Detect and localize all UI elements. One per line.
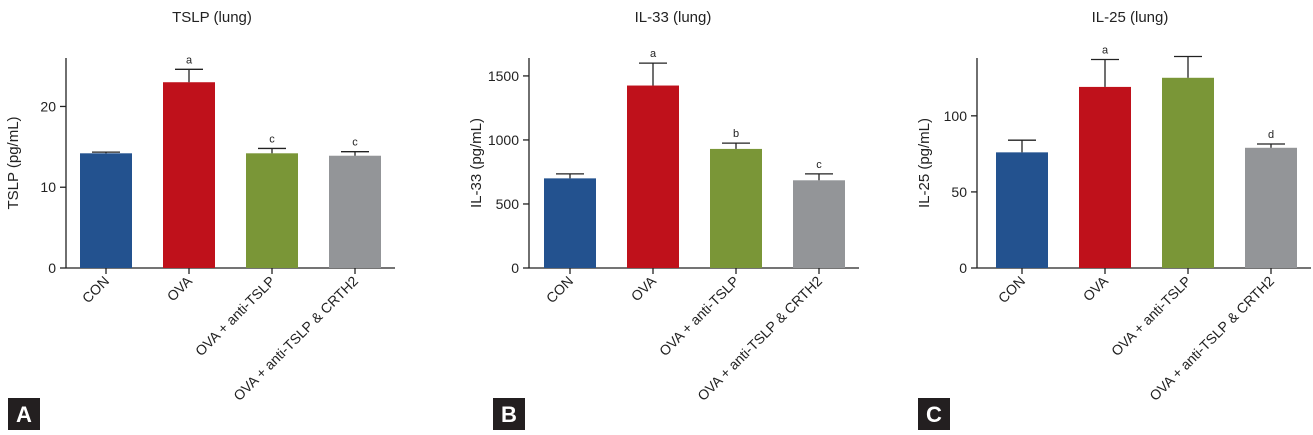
chart-panel-c: IL-25 (lung) IL-25 (pg/mL) 0 50 100 CON a OVAOV…: [916, 9, 1311, 430]
significance-label: c: [816, 159, 822, 171]
significance-label: c: [269, 133, 275, 145]
chart-title: TSLP (lung): [172, 9, 252, 26]
significance-label: a: [650, 48, 657, 60]
bar: [329, 155, 381, 268]
y-tick-label: 0: [48, 260, 56, 276]
x-tick-label: OVA: [164, 272, 196, 304]
x-tick-label: OVA: [1080, 272, 1112, 304]
chart-panel-a: TSLP (lung) TSLP (pg/mL) 0 10 20 CON a OVA c OVA …: [5, 9, 395, 430]
y-tick-label: 0: [959, 260, 967, 276]
bar: [246, 153, 298, 268]
y-tick-label: 100: [944, 108, 968, 124]
significance-label: b: [733, 128, 739, 140]
significance-label: c: [352, 137, 358, 149]
bar: [793, 180, 845, 268]
bar: [710, 148, 762, 268]
bar: [163, 82, 215, 268]
bar: [80, 153, 132, 268]
x-tick-label: CON: [543, 273, 576, 306]
bar: [1079, 86, 1131, 268]
bar: [544, 178, 596, 268]
bar: [996, 152, 1048, 268]
x-tick-label: CON: [995, 273, 1028, 306]
chart-title: IL-33 (lung): [635, 9, 712, 26]
y-axis-label: TSLP (pg/mL): [5, 116, 22, 209]
panel-letter: A: [16, 402, 32, 427]
y-tick-label: 1500: [488, 68, 519, 84]
x-tick-label: OVA + anti-TSLP: [656, 273, 742, 359]
bar: [1162, 77, 1214, 268]
y-tick-label: 50: [951, 184, 967, 200]
significance-label: a: [186, 54, 193, 66]
panel-letter-box: [8, 398, 40, 430]
panel-letter-box: [918, 398, 950, 430]
y-tick-label: 0: [511, 260, 519, 276]
panel-letter: B: [501, 402, 517, 427]
y-axis-label: IL-33 (pg/mL): [468, 118, 485, 208]
y-tick-label: 20: [40, 98, 56, 114]
significance-label: d: [1268, 129, 1274, 141]
panel-letter-box: [493, 398, 525, 430]
y-tick-label: 1000: [488, 132, 519, 148]
chart-title: IL-25 (lung): [1092, 9, 1169, 26]
x-tick-label: OVA + anti-TSLP: [1108, 273, 1194, 359]
y-axis-label: IL-25 (pg/mL): [916, 118, 933, 208]
bar: [627, 85, 679, 268]
x-tick-label: OVA + anti-TSLP: [192, 273, 278, 359]
y-tick-label: 500: [496, 196, 520, 212]
chart-panel-b: IL-33 (lung) IL-33 (pg/mL) 0 500 1000 1500 CON…: [468, 9, 859, 430]
y-tick-label: 10: [40, 179, 56, 195]
x-tick-label: CON: [79, 273, 112, 306]
bar: [1245, 147, 1297, 268]
significance-label: a: [1102, 45, 1109, 57]
x-tick-label: OVA: [628, 272, 660, 304]
panel-letter: C: [926, 402, 942, 427]
